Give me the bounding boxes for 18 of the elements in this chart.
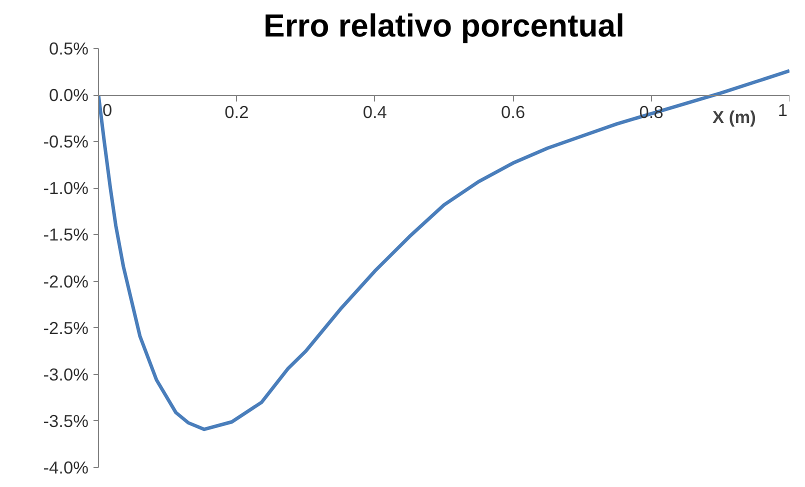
- x-tick-label: 0: [102, 100, 112, 120]
- y-tick-label: -1.0%: [43, 178, 89, 198]
- line-series: [98, 69, 790, 432]
- y-tick-label: -2.0%: [43, 271, 89, 292]
- x-axis-title: X (m): [712, 107, 756, 128]
- x-tick-label: 0.4: [362, 102, 388, 122]
- y-tick-label: 0.5%: [49, 38, 89, 58]
- y-tick-label: -0.5%: [43, 132, 89, 152]
- y-tick-label: -3.0%: [43, 364, 89, 384]
- y-tick-label: -4.0%: [43, 458, 89, 478]
- x-tick-label: 0.6: [501, 102, 526, 122]
- y-tick-label: -2.5%: [43, 318, 89, 338]
- x-tick-label: 1: [778, 100, 788, 120]
- y-tick-label: -1.5%: [43, 224, 89, 245]
- x-tick-label: 0.2: [224, 102, 249, 122]
- chart-title: Erro relativo porcentual: [264, 8, 624, 44]
- y-tick-label: 0.0%: [49, 85, 89, 106]
- y-tick-label: -3.5%: [43, 410, 89, 431]
